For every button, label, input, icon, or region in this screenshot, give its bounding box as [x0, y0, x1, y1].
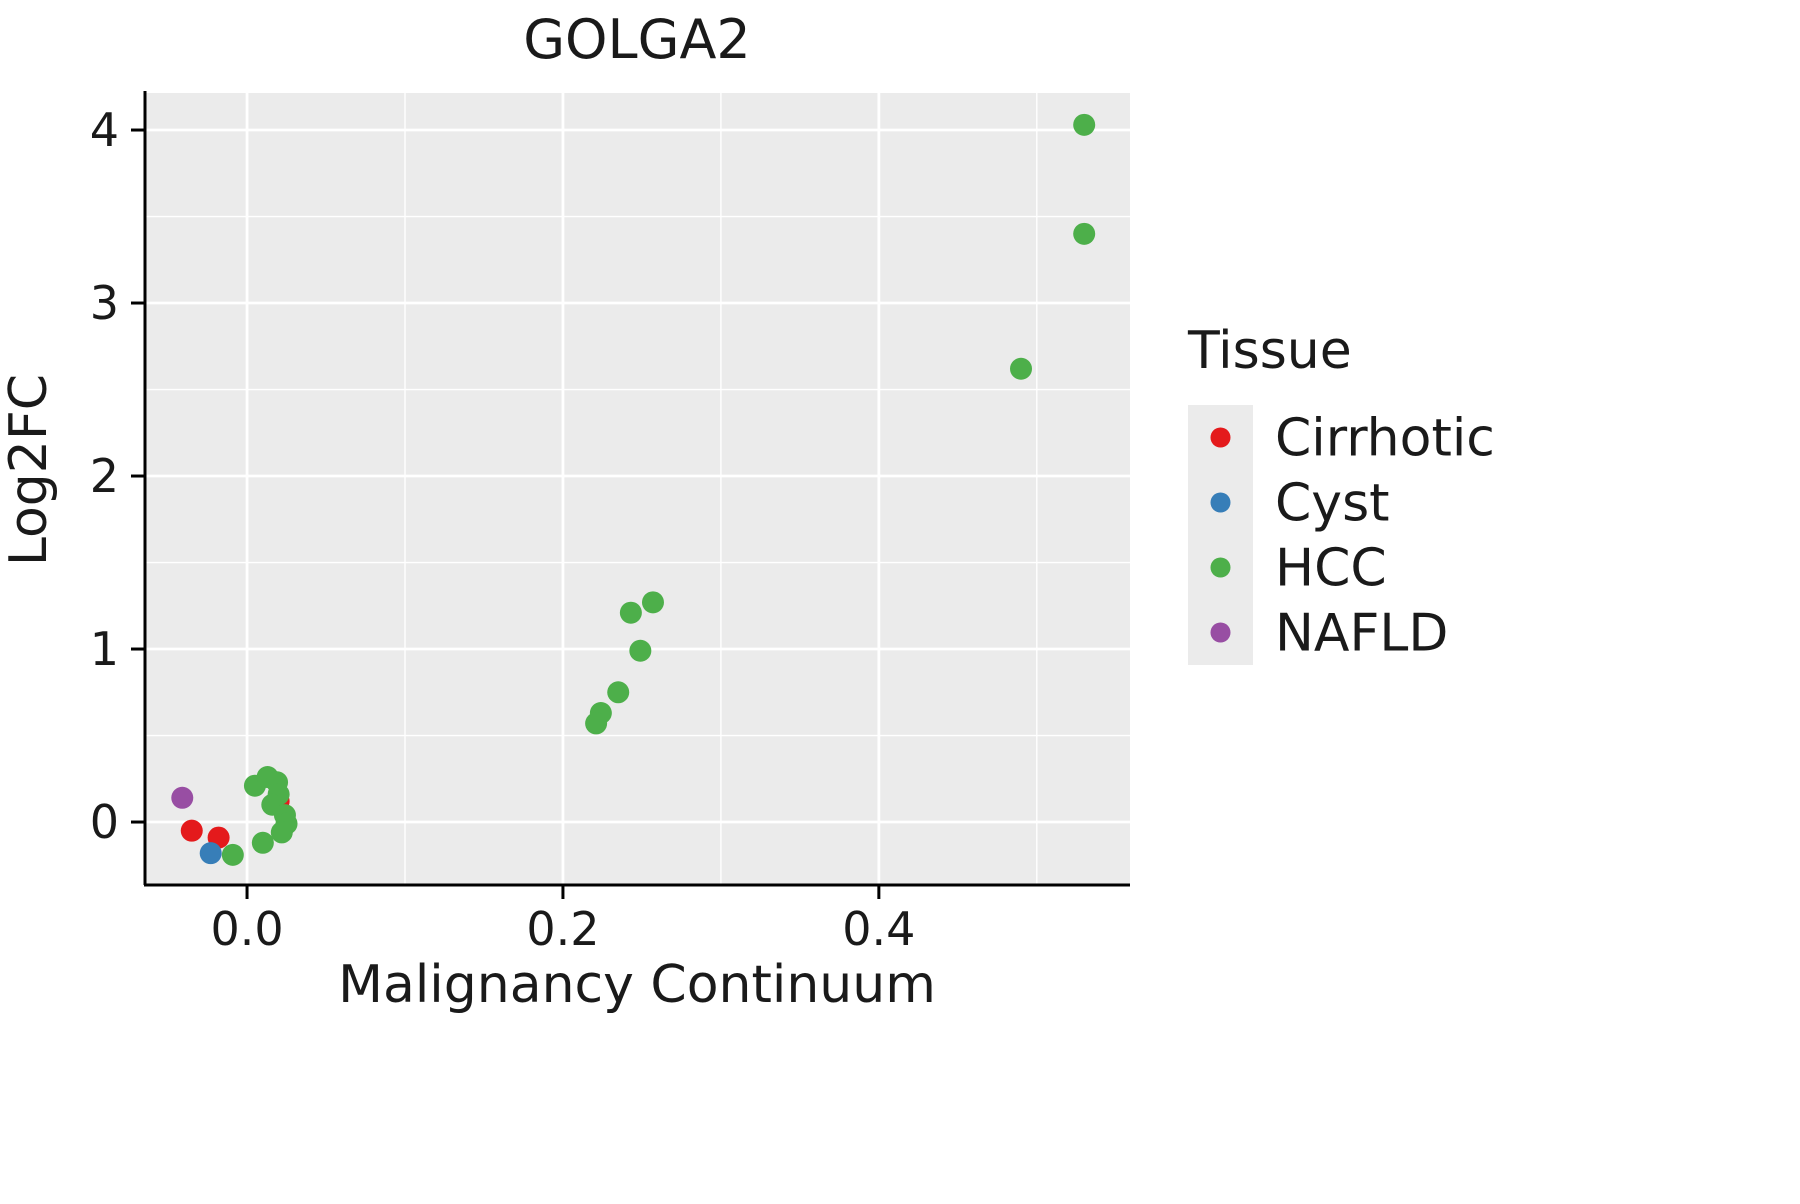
legend-dot-nafld — [1210, 622, 1231, 643]
x-tick-label: 0.0 — [210, 902, 283, 956]
y-tick-label: 1 — [90, 622, 119, 676]
legend-label-hcc: HCC — [1275, 539, 1387, 599]
data-point-nafld — [171, 786, 194, 809]
x-axis-title: Malignancy Continuum — [338, 955, 936, 1015]
gridlines — [145, 93, 1130, 885]
data-points — [171, 113, 1096, 866]
y-tick-label: 0 — [90, 795, 119, 849]
data-point-hcc — [585, 712, 608, 735]
axes — [131, 91, 1130, 899]
legend-dot-hcc — [1210, 557, 1231, 578]
data-point-hcc — [221, 843, 244, 866]
y-tick-label: 4 — [90, 103, 119, 157]
tick-labels: 0.0 0.2 0.4 0 1 2 3 4 — [90, 103, 916, 956]
x-tick-label: 0.4 — [842, 902, 915, 956]
y-axis-title: Log2FC — [0, 374, 59, 566]
data-point-hcc — [251, 831, 274, 854]
legend-dot-cyst — [1210, 492, 1231, 513]
panel-background — [145, 93, 1130, 885]
data-point-hcc — [270, 821, 293, 844]
legend-label-cyst: Cyst — [1275, 474, 1390, 534]
plot-panel — [145, 93, 1130, 885]
legend-label-cirrhotic: Cirrhotic — [1275, 409, 1495, 469]
data-point-cyst — [199, 842, 222, 865]
y-tick-label: 2 — [90, 449, 119, 503]
data-point-hcc — [607, 681, 630, 704]
data-point-hcc — [641, 591, 664, 614]
y-tick-label: 3 — [90, 276, 119, 330]
legend-dot-cirrhotic — [1210, 427, 1231, 448]
data-point-hcc — [619, 601, 642, 624]
data-point-hcc — [1073, 222, 1096, 245]
data-point-hcc — [1010, 357, 1033, 380]
legend-title: Tissue — [1187, 321, 1352, 381]
data-point-cirrhotic — [180, 819, 203, 842]
chart-title: GOLGA2 — [523, 8, 751, 71]
legend-label-nafld: NAFLD — [1275, 604, 1448, 664]
data-point-hcc — [1073, 113, 1096, 136]
data-point-hcc — [629, 639, 652, 662]
x-tick-label: 0.2 — [526, 902, 599, 956]
